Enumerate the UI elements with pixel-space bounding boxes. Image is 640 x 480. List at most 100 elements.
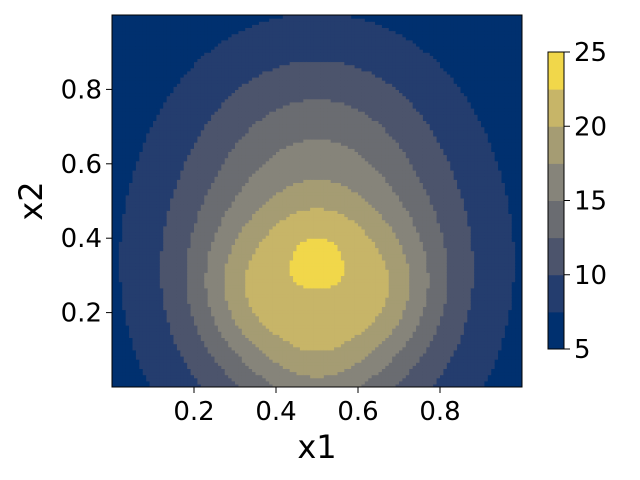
contour-cell bbox=[125, 166, 130, 171]
contour-cell bbox=[200, 101, 205, 106]
contour-cell bbox=[112, 111, 117, 115]
contour-cell bbox=[200, 216, 205, 221]
contour-cell bbox=[112, 269, 117, 273]
contour-cell bbox=[183, 148, 188, 152]
contour-cell bbox=[153, 297, 158, 301]
contour-cell bbox=[159, 185, 164, 190]
contour-cell bbox=[224, 15, 229, 19]
contour-cell bbox=[224, 321, 229, 326]
contour-cell bbox=[228, 132, 233, 137]
contour-cell bbox=[194, 36, 199, 41]
contour-cell bbox=[180, 123, 185, 128]
contour-cell bbox=[173, 185, 178, 190]
contour-cell bbox=[146, 210, 151, 214]
contour-cell bbox=[224, 148, 229, 152]
contour-cell bbox=[194, 235, 199, 239]
contour-cell bbox=[190, 95, 195, 100]
contour-cell bbox=[139, 213, 144, 218]
contour-cell bbox=[170, 126, 175, 131]
contour-cell bbox=[231, 303, 236, 307]
contour-cell bbox=[211, 349, 216, 354]
contour-cell bbox=[204, 33, 209, 38]
contour-cell bbox=[125, 188, 130, 193]
contour-cell bbox=[221, 334, 226, 338]
contour-cell bbox=[228, 321, 233, 326]
contour-cell bbox=[129, 73, 134, 78]
contour-cell bbox=[125, 352, 130, 357]
contour-cell bbox=[211, 185, 216, 190]
contour-cell bbox=[211, 275, 216, 280]
contour-cell bbox=[149, 179, 154, 183]
contour-cell bbox=[180, 86, 185, 90]
contour-cell bbox=[211, 359, 216, 363]
contour-cell bbox=[176, 343, 181, 348]
contour-cell bbox=[187, 77, 192, 81]
contour-cell bbox=[176, 232, 181, 236]
contour-cell bbox=[153, 166, 158, 171]
contour-cell bbox=[200, 126, 205, 131]
contour-cell bbox=[214, 315, 219, 320]
contour-cell bbox=[142, 235, 147, 239]
contour-cell bbox=[190, 244, 195, 249]
contour-cell bbox=[221, 42, 226, 47]
contour-cell bbox=[194, 135, 199, 140]
contour-cell bbox=[142, 284, 147, 289]
contour-cell bbox=[221, 315, 226, 320]
contour-cell bbox=[112, 371, 117, 376]
contour-cell bbox=[132, 111, 137, 115]
contour-cell bbox=[142, 368, 147, 373]
contour-cell bbox=[146, 321, 151, 326]
contour-cell bbox=[214, 250, 219, 255]
contour-cell bbox=[149, 297, 154, 301]
contour-cell bbox=[173, 228, 178, 233]
contour-cell bbox=[142, 80, 147, 84]
contour-cell bbox=[135, 163, 140, 168]
contour-cell bbox=[153, 61, 158, 66]
contour-cell bbox=[129, 83, 134, 87]
contour-cell bbox=[173, 204, 178, 208]
contour-cell bbox=[221, 64, 226, 69]
contour-cell bbox=[180, 228, 185, 233]
contour-cell bbox=[224, 371, 229, 376]
contour-cell bbox=[166, 70, 171, 75]
contour-cell bbox=[200, 337, 205, 342]
contour-cell bbox=[115, 321, 120, 326]
contour-cell bbox=[190, 46, 195, 50]
contour-cell bbox=[125, 185, 130, 190]
contour-cell bbox=[228, 77, 233, 81]
contour-cell bbox=[149, 145, 154, 149]
contour-cell bbox=[142, 294, 147, 298]
contour-cell bbox=[122, 312, 127, 317]
contour-cell bbox=[204, 194, 209, 199]
contour-cell bbox=[142, 98, 147, 103]
contour-cell bbox=[132, 151, 137, 156]
contour-cell bbox=[166, 151, 171, 156]
contour-cell bbox=[211, 318, 216, 323]
contour-cell bbox=[224, 300, 229, 304]
contour-cell bbox=[173, 374, 178, 379]
contour-cell bbox=[183, 163, 188, 168]
contour-cell bbox=[159, 204, 164, 208]
contour-cell bbox=[204, 238, 209, 242]
contour-cell bbox=[159, 235, 164, 239]
contour-cell bbox=[173, 64, 178, 69]
contour-cell bbox=[183, 49, 188, 53]
contour-cell bbox=[214, 95, 219, 100]
contour-cell bbox=[214, 179, 219, 183]
contour-cell bbox=[146, 151, 151, 156]
contour-cell bbox=[156, 132, 161, 137]
contour-cell bbox=[142, 129, 147, 134]
contour-cell bbox=[159, 210, 164, 214]
contour-cell bbox=[129, 92, 134, 97]
contour-cell bbox=[176, 334, 181, 338]
contour-cell bbox=[146, 95, 151, 100]
contour-cell bbox=[221, 352, 226, 357]
contour-cell bbox=[115, 70, 120, 75]
contour-cell bbox=[122, 365, 127, 369]
contour-cell bbox=[146, 278, 151, 283]
contour-cell bbox=[159, 213, 164, 218]
contour-cell bbox=[159, 145, 164, 149]
contour-cell bbox=[166, 191, 171, 196]
contour-cell bbox=[228, 380, 233, 385]
contour-cell bbox=[183, 318, 188, 323]
